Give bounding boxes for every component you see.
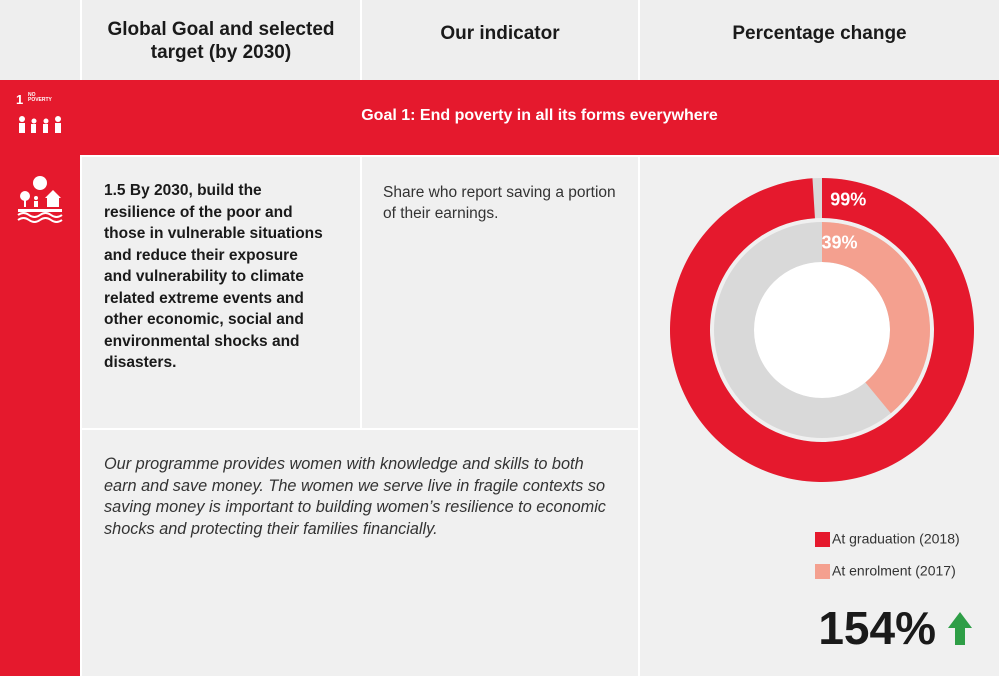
corner-cell	[0, 0, 80, 80]
indicator-cell	[362, 157, 638, 428]
goal-icon	[19, 116, 61, 133]
header-cell	[82, 0, 360, 80]
column-header: Percentage change	[732, 23, 907, 44]
target-id: 1.5	[104, 182, 126, 199]
percentage-change: 154%	[818, 602, 936, 654]
goal-number: 1	[16, 92, 24, 107]
header-cell	[362, 0, 638, 80]
goal-title: Goal 1: End poverty in all its forms eve…	[361, 107, 718, 124]
legend-label: At enrolment (2017)	[832, 563, 956, 579]
donut-hole	[754, 262, 890, 398]
value-label: 99%	[830, 189, 866, 209]
legend-swatch	[815, 532, 830, 547]
goal-icon-label: NO POVERTY	[28, 92, 52, 103]
value-label: 39%	[821, 233, 857, 253]
target-cell	[82, 157, 360, 428]
legend-swatch	[815, 564, 830, 579]
goal-band	[80, 80, 999, 155]
target-icon	[17, 176, 63, 223]
target-text: 1.5 By 2030, build the resilience of the…	[104, 180, 329, 374]
header-cell	[640, 0, 999, 80]
target-body: By 2030, build the resilience of the poo…	[104, 182, 323, 371]
column-header: Global Goal and selected target (by 2030…	[107, 19, 335, 63]
donut-segment	[822, 222, 931, 414]
narrative-cell	[82, 430, 638, 676]
narrative-text: Our programme provides women with knowle…	[104, 455, 606, 538]
legend-label: At graduation (2018)	[832, 531, 960, 547]
indicator-text: Share who report saving a portion of the…	[383, 184, 616, 222]
column-header: Our indicator	[440, 23, 560, 44]
up-arrow	[948, 612, 972, 645]
